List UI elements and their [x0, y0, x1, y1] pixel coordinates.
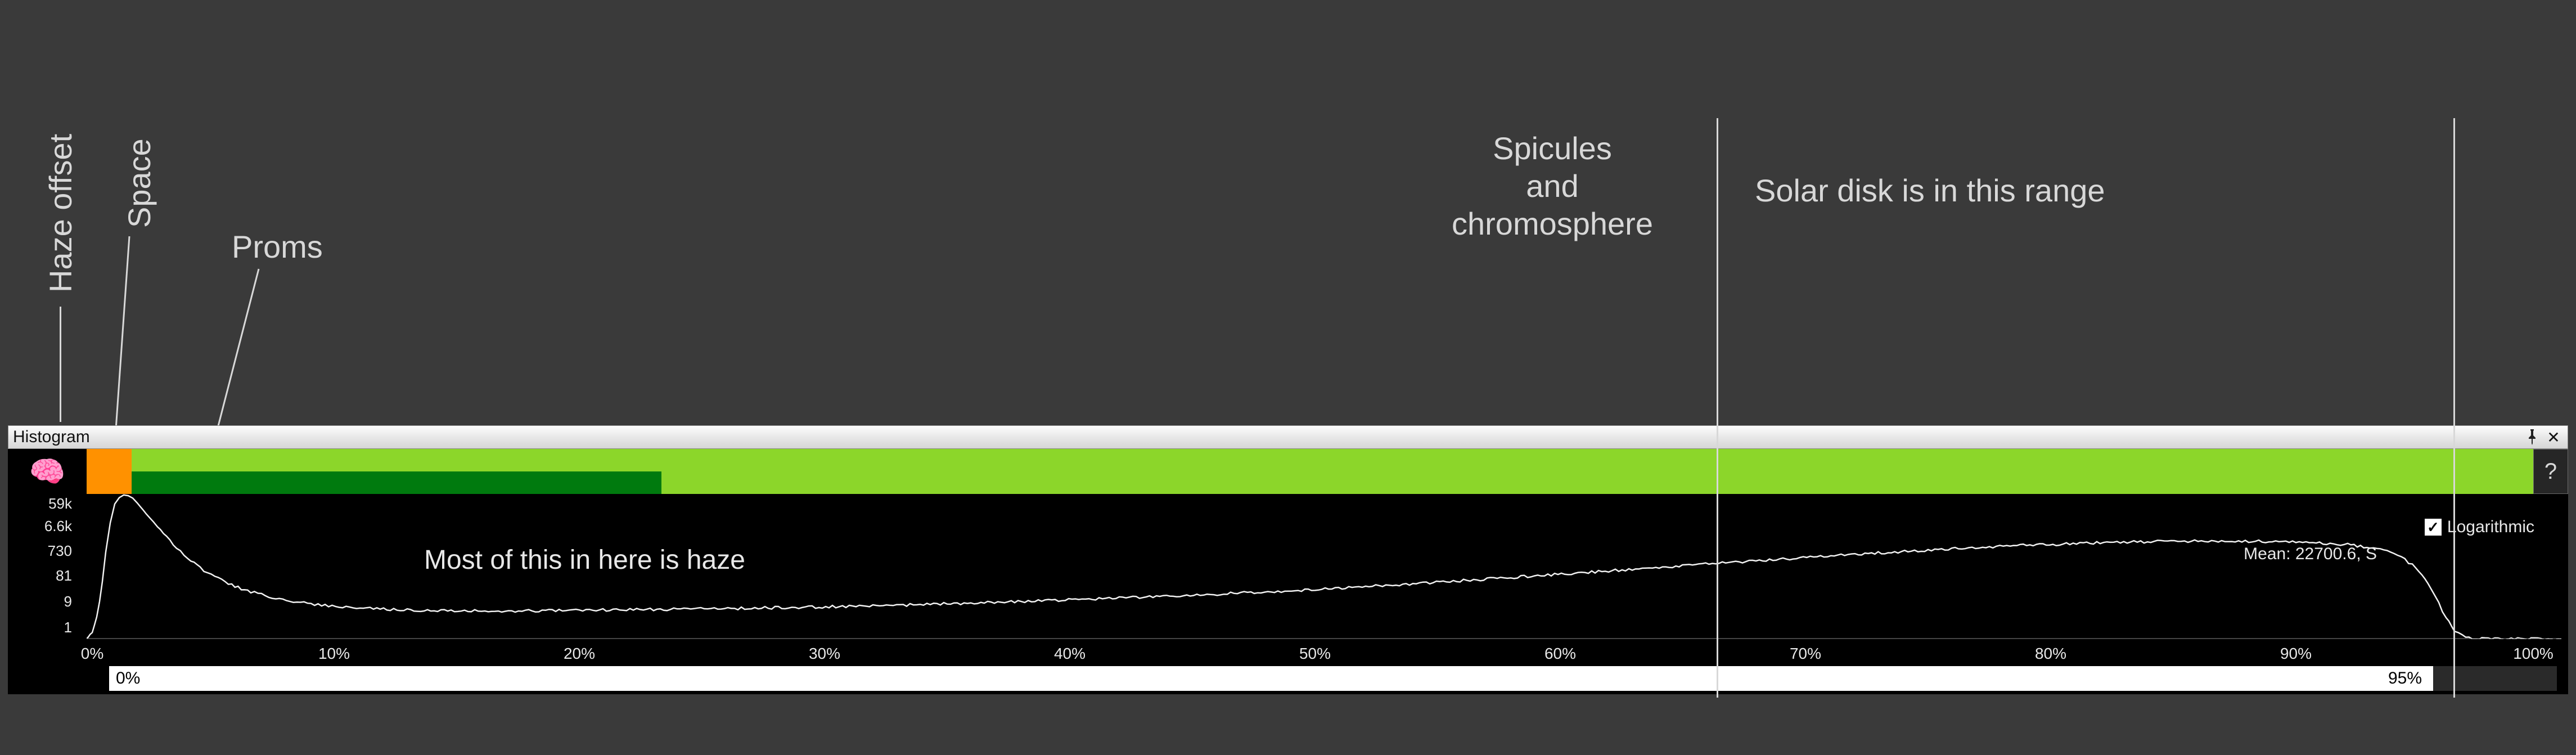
close-icon[interactable]: ✕ — [2544, 428, 2563, 447]
label-space: Space — [120, 138, 158, 228]
help-icon[interactable]: ? — [2533, 449, 2568, 494]
label-haze-region: Most of this in here is haze — [424, 545, 745, 576]
ytick-5: 1 — [10, 619, 72, 636]
label-proms: Proms — [232, 228, 323, 266]
ytick-2: 730 — [10, 542, 72, 560]
stripe-orange — [87, 449, 132, 494]
ytick-3: 81 — [10, 567, 72, 585]
root-container: Haze offset Space Proms Spicules and chr… — [0, 0, 2576, 755]
ytick-1: 6.6k — [10, 518, 72, 535]
xtick-8: 80% — [2035, 645, 2066, 663]
label-solar-disk: Solar disk is in this range — [1755, 172, 2105, 209]
rule-solar-right — [2453, 118, 2455, 698]
xtick-1: 10% — [318, 645, 350, 663]
range-high-value: 95% — [2381, 666, 2429, 691]
mean-readout: Mean: 22700.6, S — [2244, 545, 2377, 564]
ytick-4: 9 — [10, 593, 72, 610]
range-low-value: 0% — [109, 666, 147, 691]
panel-titlebar[interactable]: Histogram ✕ — [8, 425, 2568, 449]
ytick-0: 59k — [10, 495, 72, 513]
xtick-4: 40% — [1054, 645, 1086, 663]
xtick-5: 50% — [1299, 645, 1331, 663]
histogram-panel: Histogram ✕ 🧠 ? 59k 6.6k 730 81 9 — [8, 425, 2568, 694]
stripe-lime-top — [132, 449, 2533, 471]
range-track[interactable]: 0% 95% — [109, 666, 2557, 691]
pin-icon[interactable] — [2523, 428, 2542, 447]
xtick-10: 100% — [2513, 645, 2554, 663]
xtick-0: 0% — [81, 645, 103, 663]
label-spicules: Spicules and chromosphere — [1395, 129, 1710, 243]
xtick-7: 70% — [1790, 645, 1821, 663]
rule-spicules-solar-divider — [1717, 118, 1718, 698]
pointer-haze-offset — [60, 307, 61, 422]
logarithmic-label: Logarithmic — [2447, 518, 2534, 537]
quality-stripe: 🧠 ? — [8, 449, 2568, 494]
brain-icon[interactable]: 🧠 — [8, 449, 87, 494]
range-high-region[interactable] — [2433, 666, 2557, 691]
range-selector[interactable]: 0% 95% — [8, 663, 2568, 694]
logarithmic-toggle[interactable]: ✓ Logarithmic — [2425, 518, 2534, 537]
histogram-plot[interactable]: 59k 6.6k 730 81 9 1 Most of this in here… — [8, 494, 2568, 663]
panel-title: Histogram — [13, 428, 90, 447]
xtick-2: 20% — [564, 645, 595, 663]
xtick-6: 60% — [1544, 645, 1576, 663]
xtick-9: 90% — [2280, 645, 2312, 663]
label-haze-offset: Haze offset — [42, 134, 79, 293]
logarithmic-checkbox[interactable]: ✓ — [2425, 519, 2442, 536]
stripe-lime-bottom — [661, 471, 2533, 494]
xtick-3: 30% — [809, 645, 840, 663]
